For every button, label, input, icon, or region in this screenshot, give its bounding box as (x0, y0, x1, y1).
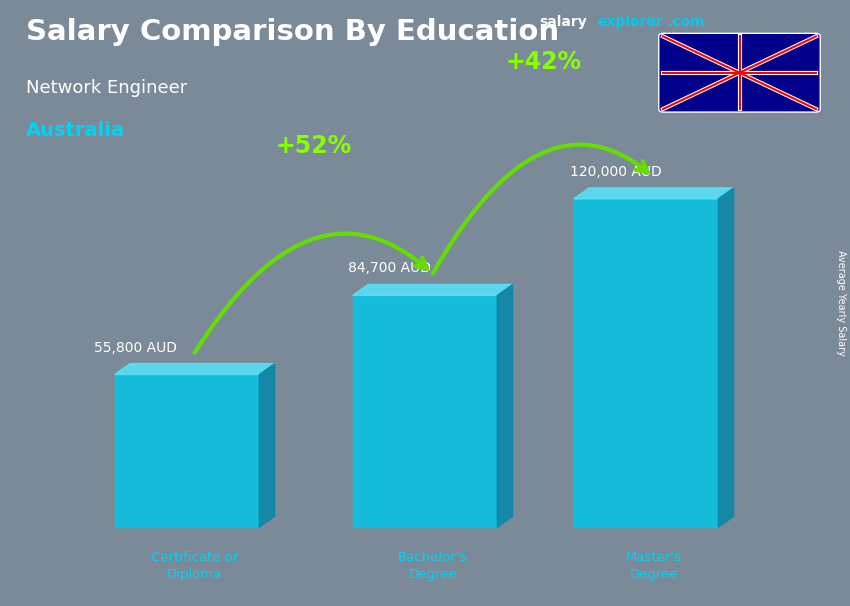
FancyBboxPatch shape (659, 33, 820, 112)
Polygon shape (718, 188, 734, 527)
Polygon shape (353, 284, 513, 295)
Text: .com: .com (667, 15, 705, 29)
Text: salary: salary (540, 15, 587, 29)
Text: explorer: explorer (598, 15, 663, 29)
Text: Certificate or
Diploma: Certificate or Diploma (151, 551, 238, 582)
Polygon shape (115, 364, 275, 375)
Text: Network Engineer: Network Engineer (26, 79, 187, 97)
Text: Average Yearly Salary: Average Yearly Salary (836, 250, 846, 356)
Text: Australia: Australia (26, 121, 124, 140)
Polygon shape (353, 295, 497, 527)
Polygon shape (574, 199, 718, 527)
Text: 55,800 AUD: 55,800 AUD (94, 341, 177, 355)
Text: Salary Comparison By Education: Salary Comparison By Education (26, 18, 558, 46)
Text: Master's
Degree: Master's Degree (626, 551, 682, 582)
Text: +52%: +52% (275, 135, 352, 158)
Polygon shape (259, 364, 275, 527)
Text: Bachelor's
Degree: Bachelor's Degree (398, 551, 468, 582)
Text: 84,700 AUD: 84,700 AUD (348, 261, 432, 275)
Text: +42%: +42% (505, 50, 581, 74)
Polygon shape (115, 375, 259, 527)
Text: 120,000 AUD: 120,000 AUD (570, 165, 661, 179)
Polygon shape (497, 284, 513, 527)
Polygon shape (574, 188, 734, 199)
